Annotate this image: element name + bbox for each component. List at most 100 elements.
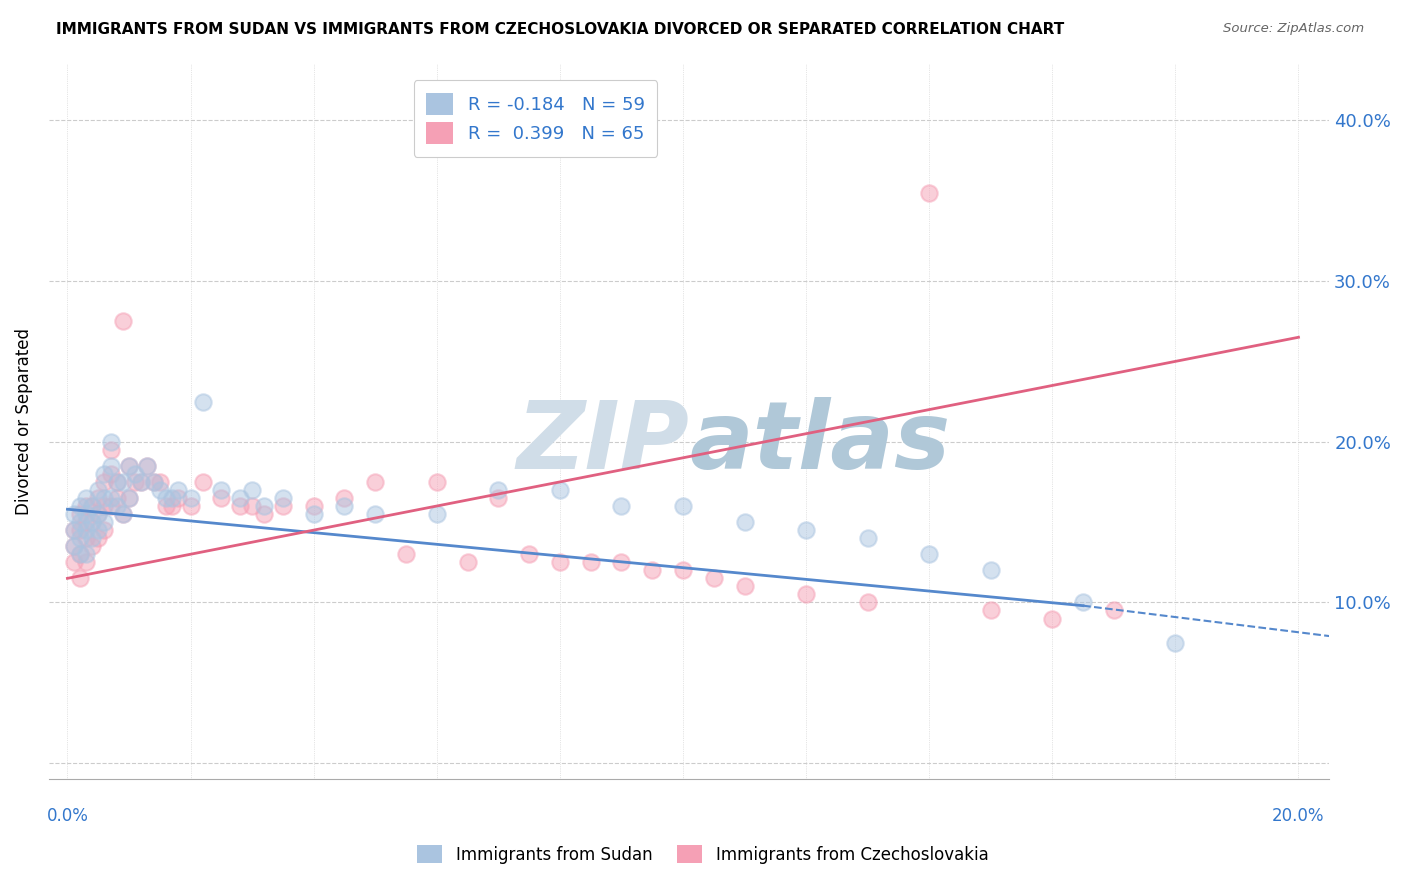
Point [253,507,276,521]
Point [93,475,115,489]
Point [87,531,110,545]
Point [271,491,294,505]
Text: IMMIGRANTS FROM SUDAN VS IMMIGRANTS FROM CZECHOSLOVAKIA DIVORCED OR SEPARATED CO: IMMIGRANTS FROM SUDAN VS IMMIGRANTS FROM… [56,22,1064,37]
Point [302,499,325,513]
Point [93,515,115,529]
Point [69,531,91,545]
Point [69,515,91,529]
Point [142,475,165,489]
Legend: R = -0.184   N = 59, R =  0.399   N = 65: R = -0.184 N = 59, R = 0.399 N = 65 [413,80,658,157]
Point [80,539,103,553]
Point [105,475,128,489]
Point [548,483,571,497]
Point [87,507,110,521]
Point [180,499,202,513]
Point [69,547,91,561]
Point [80,515,103,529]
Point [69,523,91,537]
Point [180,491,202,505]
Point [105,475,128,489]
Point [149,483,172,497]
Point [136,458,159,473]
Point [548,555,571,569]
Point [364,507,387,521]
Text: 20.0%: 20.0% [1272,806,1324,824]
Point [80,515,103,529]
Point [124,475,146,489]
Point [610,499,633,513]
Point [118,491,141,505]
Point [87,483,110,497]
Point [62,555,84,569]
Point [918,186,941,200]
Point [486,483,509,497]
Point [142,475,165,489]
Point [93,491,115,505]
Point [426,475,449,489]
Point [167,483,190,497]
Point [734,579,756,593]
Point [80,499,103,513]
Text: ZIP: ZIP [516,397,689,489]
Point [1071,595,1094,609]
Point [980,603,1002,617]
Point [641,563,664,577]
Point [155,499,177,513]
Point [395,547,418,561]
Point [75,507,97,521]
Point [149,475,172,489]
Point [209,491,232,505]
Point [672,563,695,577]
Point [100,434,122,449]
Point [486,491,509,505]
Point [111,475,134,489]
Point [856,595,879,609]
Point [672,499,695,513]
Point [105,491,128,505]
Point [87,523,110,537]
Text: Source: ZipAtlas.com: Source: ZipAtlas.com [1223,22,1364,36]
Point [734,515,756,529]
Point [75,523,97,537]
Point [918,547,941,561]
Legend: Immigrants from Sudan, Immigrants from Czechoslovakia: Immigrants from Sudan, Immigrants from C… [411,838,995,871]
Point [129,475,152,489]
Point [100,458,122,473]
Point [1164,635,1187,649]
Point [93,523,115,537]
Point [240,483,263,497]
Point [62,507,84,521]
Point [980,563,1002,577]
Point [75,555,97,569]
Point [93,499,115,513]
Point [124,467,146,481]
Point [111,507,134,521]
Point [160,491,183,505]
Point [100,499,122,513]
Point [100,491,122,505]
Point [794,587,817,601]
Point [517,547,540,561]
Point [100,442,122,457]
Point [1040,611,1063,625]
Point [118,458,141,473]
Point [87,491,110,505]
Point [80,499,103,513]
Point [333,499,356,513]
Point [75,547,97,561]
Point [856,531,879,545]
Point [271,499,294,513]
Point [610,555,633,569]
Point [129,475,152,489]
Point [100,467,122,481]
Point [111,507,134,521]
Point [62,523,84,537]
Point [1102,603,1125,617]
Point [426,507,449,521]
Point [364,475,387,489]
Point [191,394,214,409]
Point [229,499,252,513]
Text: atlas: atlas [689,397,950,489]
Point [118,458,141,473]
Point [167,491,190,505]
